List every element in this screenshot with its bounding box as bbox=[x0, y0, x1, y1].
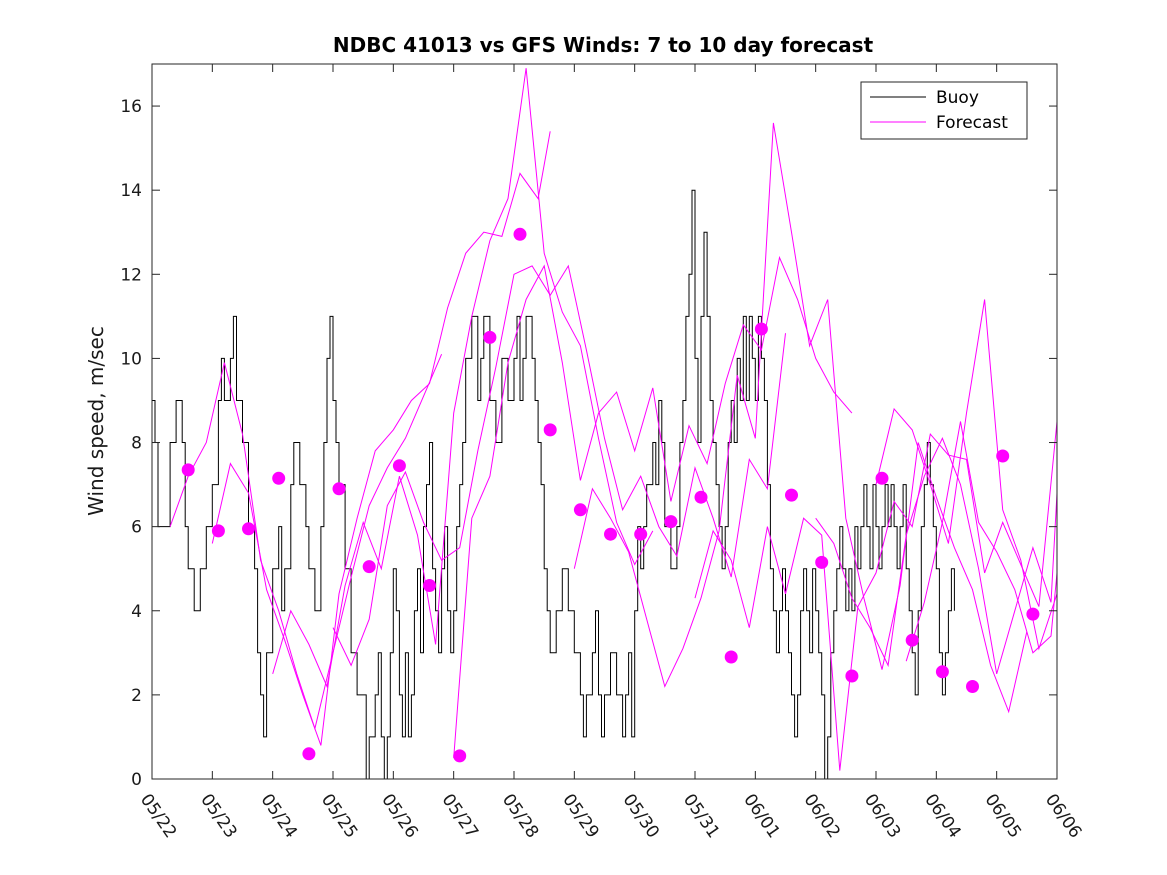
chart-title: NDBC 41013 vs GFS Winds: 7 to 10 day for… bbox=[333, 33, 874, 57]
forecast-marker-7 bbox=[362, 560, 376, 574]
plot-frame bbox=[151, 63, 1058, 780]
y-tick-label: 8 bbox=[131, 434, 142, 454]
forecast-run-line-9 bbox=[875, 299, 1058, 651]
forecast-marker-9 bbox=[423, 579, 436, 592]
forecast-marker-15 bbox=[604, 527, 617, 541]
forecast-run-line-10 bbox=[905, 421, 1058, 662]
legend-buoy-label: Buoy bbox=[936, 88, 979, 108]
forecast-run-line-1 bbox=[169, 354, 443, 731]
forecast-marker-18 bbox=[694, 490, 708, 504]
forecast-marker-1 bbox=[181, 463, 195, 477]
forecast-marker-17 bbox=[664, 515, 678, 529]
forecast-marker-20 bbox=[754, 322, 768, 336]
forecast-marker-5 bbox=[302, 747, 316, 761]
y-tick-label: 4 bbox=[131, 602, 142, 622]
y-tick-label: 12 bbox=[120, 265, 142, 285]
forecast-run-line-3 bbox=[272, 68, 654, 689]
forecast-marker-12 bbox=[513, 227, 527, 241]
forecast-marker-24 bbox=[875, 471, 889, 485]
y-tick-label: 6 bbox=[131, 518, 142, 538]
y-tick-label: 10 bbox=[120, 349, 142, 369]
forecast-run-line-6 bbox=[573, 122, 1028, 714]
legend: Buoy Forecast bbox=[860, 81, 1028, 140]
forecast-marker-21 bbox=[785, 488, 798, 502]
forecast-marker-8 bbox=[392, 459, 406, 473]
forecast-marker-28 bbox=[996, 449, 1010, 463]
forecast-marker-2 bbox=[211, 524, 225, 538]
forecast-marker-11 bbox=[483, 330, 497, 344]
forecast-marker-25 bbox=[905, 633, 919, 647]
forecast-marker-27 bbox=[966, 680, 979, 693]
forecast-marker-4 bbox=[272, 471, 286, 485]
plot-area bbox=[152, 68, 1058, 780]
forecast-run-line-7 bbox=[694, 421, 1058, 771]
forecast-marker-16 bbox=[634, 527, 648, 541]
legend-forecast-label: Forecast bbox=[936, 113, 1008, 133]
forecast-run-line-4 bbox=[332, 264, 786, 667]
forecast-marker-13 bbox=[543, 423, 557, 437]
forecast-marker-23 bbox=[845, 669, 859, 683]
forecast-run-line-5 bbox=[453, 255, 853, 759]
y-axis: 0 2 4 6 8 10 12 14 16 bbox=[120, 97, 1057, 790]
y-axis-label: Wind speed, m/sec bbox=[84, 326, 108, 516]
forecast-marker-26 bbox=[935, 665, 949, 679]
forecast-marker-10 bbox=[453, 749, 467, 763]
y-tick-label: 2 bbox=[131, 686, 142, 706]
forecast-run-line-8 bbox=[815, 437, 1058, 675]
legend-box bbox=[860, 81, 1028, 140]
forecast-marker-6 bbox=[332, 482, 346, 496]
forecast-marker-3 bbox=[242, 522, 255, 536]
buoy-series-line bbox=[152, 189, 955, 780]
forecast-marker-22 bbox=[815, 555, 829, 569]
y-tick-label: 16 bbox=[120, 97, 142, 117]
forecast-marker-29 bbox=[1026, 607, 1040, 621]
forecast-marker-19 bbox=[724, 650, 738, 664]
y-tick-label: 0 bbox=[131, 770, 142, 790]
y-tick-label: 14 bbox=[120, 181, 142, 201]
forecast-run-line-2 bbox=[211, 131, 551, 746]
forecast-marker-14 bbox=[573, 503, 587, 517]
